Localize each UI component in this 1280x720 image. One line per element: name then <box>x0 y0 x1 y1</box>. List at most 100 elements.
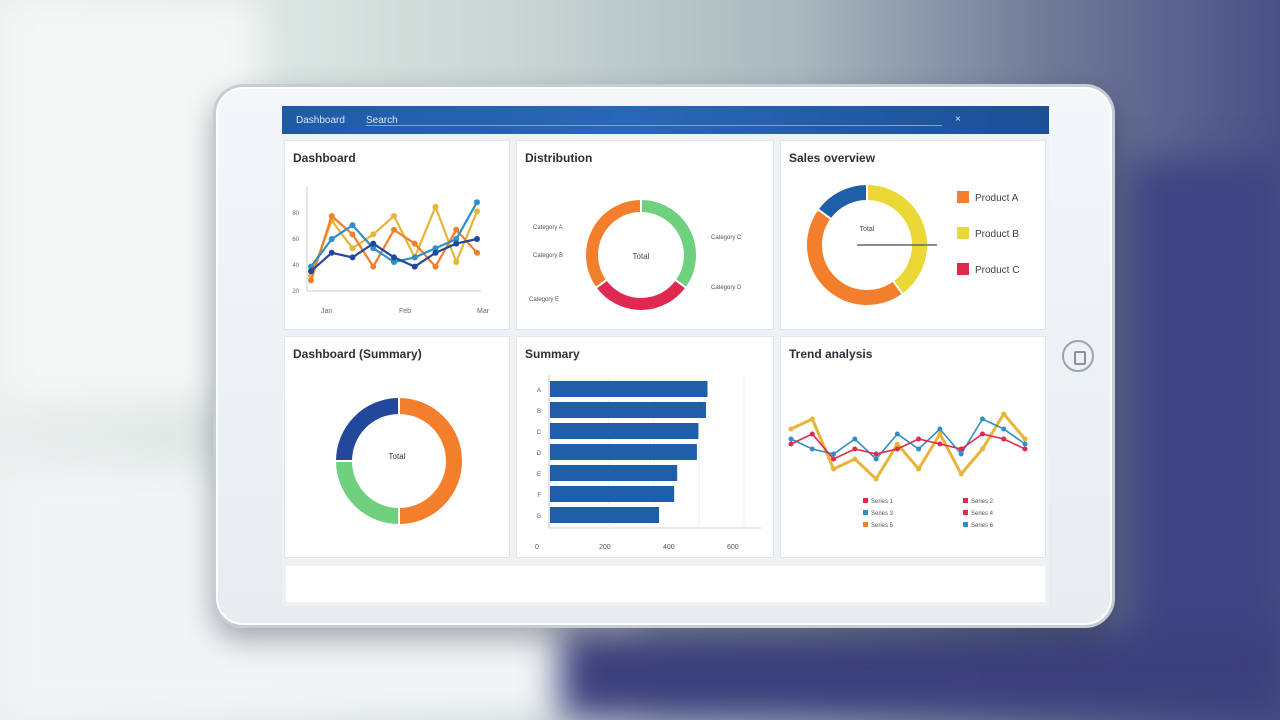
data-point <box>852 456 858 462</box>
data-point <box>474 199 480 206</box>
legend-swatch <box>863 498 868 503</box>
callout-label: Category B <box>533 253 563 259</box>
data-point <box>1022 441 1028 447</box>
panel-title: Sales overview <box>789 151 876 165</box>
panel-bar-chart[interactable]: Summary A B C D E F G 0 200 400 600 <box>516 336 774 558</box>
y-tick-label: A <box>537 388 541 394</box>
data-point <box>391 254 397 261</box>
data-point <box>916 436 922 442</box>
pie-slice <box>640 197 698 290</box>
data-point <box>873 451 879 457</box>
data-point <box>370 231 377 238</box>
data-point <box>453 236 460 242</box>
data-point <box>852 436 858 442</box>
bar <box>550 381 708 397</box>
data-point <box>809 416 815 422</box>
data-point <box>370 263 377 270</box>
data-point <box>391 226 397 233</box>
pie-slice <box>584 197 642 290</box>
data-point <box>411 263 418 270</box>
background-shelf <box>1130 160 1280 680</box>
legend-label: Series 4 <box>971 511 994 517</box>
tablet-home-button[interactable] <box>1062 340 1094 372</box>
data-point <box>916 466 922 472</box>
pie-slice <box>333 460 400 527</box>
legend-swatch <box>963 510 968 515</box>
pie-slice <box>594 278 688 312</box>
series-line <box>790 417 1026 461</box>
x-tick-label: 400 <box>663 544 675 551</box>
legend-label: Series 2 <box>971 499 994 505</box>
legend-label: Series 1 <box>871 499 894 505</box>
x-tick-label: 200 <box>599 544 611 551</box>
close-icon[interactable]: × <box>955 114 961 125</box>
data-point <box>894 431 900 437</box>
data-point <box>1022 436 1028 442</box>
series-line <box>790 433 1026 460</box>
panel-summary-donut[interactable]: Dashboard (Summary) Total <box>284 336 510 558</box>
y-tick-label: C <box>537 430 542 436</box>
legend-label: Product B <box>975 229 1019 240</box>
callout-label: Category A <box>533 225 563 231</box>
callout-label: Category E <box>529 297 559 303</box>
data-point <box>474 249 480 256</box>
data-point <box>308 277 314 284</box>
data-point <box>788 426 794 432</box>
y-tick-label: G <box>536 514 541 520</box>
legend-swatch <box>957 191 969 203</box>
data-point <box>432 263 439 270</box>
pie-slice <box>805 207 905 307</box>
legend-swatch <box>957 263 969 275</box>
data-point <box>937 441 943 447</box>
data-point <box>411 240 418 247</box>
data-point <box>958 471 964 477</box>
y-tick-label: B <box>537 409 541 415</box>
panel-line-chart[interactable]: Dashboard 80 60 40 20 Jan Feb Mar <box>284 140 510 330</box>
data-point <box>328 236 335 242</box>
donut-chart: Total <box>805 182 937 307</box>
legend-swatch <box>963 522 968 527</box>
line-chart: 80 60 40 20 Jan Feb Mar <box>292 187 490 315</box>
bar <box>550 423 699 439</box>
panel-distribution[interactable]: Distribution Total Category A Category B Ca… <box>516 140 774 330</box>
donut-chart: Total <box>333 395 464 527</box>
bar <box>550 444 697 460</box>
data-point <box>474 208 480 215</box>
bar <box>550 486 675 502</box>
data-point <box>958 446 964 452</box>
panel-title: Trend analysis <box>789 347 873 361</box>
legend-label: Series 5 <box>871 523 894 529</box>
panel-title: Distribution <box>525 151 593 165</box>
data-point <box>958 451 964 457</box>
x-tick-label: Mar <box>477 308 490 315</box>
y-tick-label: 20 <box>292 289 299 295</box>
data-point <box>411 254 418 261</box>
x-tick-label: Feb <box>399 308 411 315</box>
data-point <box>831 466 837 472</box>
data-point <box>328 213 335 219</box>
donut-chart: Total Category A Category B Category C Categ… <box>529 197 742 312</box>
data-point <box>852 446 858 452</box>
legend-swatch <box>863 510 868 515</box>
background-monitor <box>560 630 1280 720</box>
data-point <box>432 245 439 252</box>
data-point <box>370 245 377 252</box>
data-point <box>349 222 356 229</box>
panel-trend[interactable]: Trend analysis Series 1 Series 2 Series 3 S… <box>780 336 1046 558</box>
data-point <box>831 451 837 457</box>
y-tick-label: 60 <box>292 237 299 243</box>
data-point <box>809 431 815 437</box>
data-point <box>979 416 985 422</box>
data-point <box>873 476 879 482</box>
bar <box>550 465 678 481</box>
callout-label: Category C <box>711 235 742 241</box>
panel-sales-overview[interactable]: Sales overview Total Product A Product B… <box>780 140 1046 330</box>
data-point <box>349 231 356 238</box>
legend-label: Series 6 <box>971 523 994 529</box>
legend-label: Series 3 <box>871 511 894 517</box>
data-point <box>1001 426 1007 432</box>
search-input[interactable]: Search <box>366 115 398 126</box>
bar-chart: A B C D E F G 0 200 400 600 <box>535 375 761 551</box>
data-point <box>370 240 377 247</box>
x-tick-label: Jan <box>321 308 332 315</box>
